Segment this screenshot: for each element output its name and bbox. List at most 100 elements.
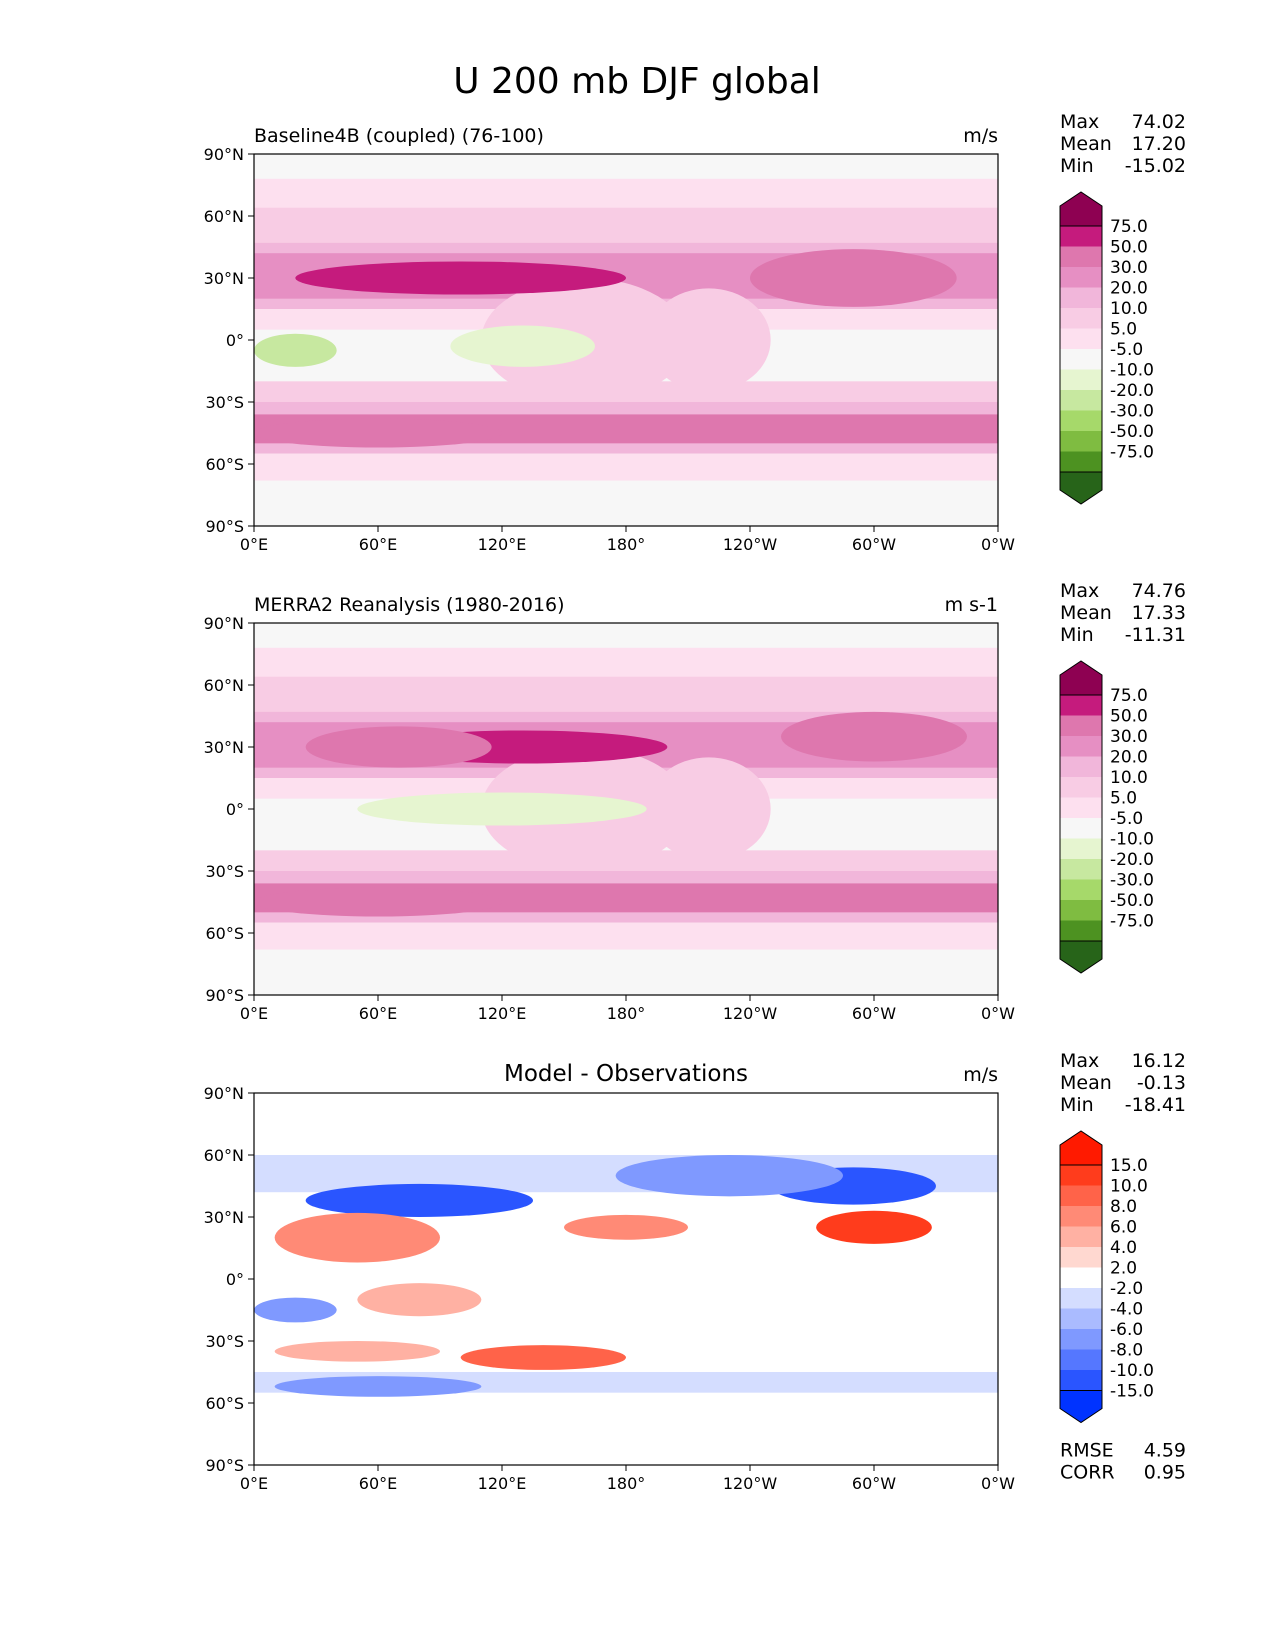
colorbar-label: -75.0 xyxy=(1110,443,1154,463)
y-tick-label: 90°N xyxy=(204,614,244,633)
field-blob xyxy=(646,288,771,392)
colorbar-frame xyxy=(1059,225,1103,473)
colorbar-label: -50.0 xyxy=(1110,422,1154,442)
colorbar-frame xyxy=(1059,694,1103,942)
colorbar-label: 10.0 xyxy=(1110,768,1148,788)
colorbar-label: 15.0 xyxy=(1110,1156,1148,1176)
y-tick-label: 60°S xyxy=(205,455,244,474)
colorbar-label: 50.0 xyxy=(1110,707,1148,727)
colorbar-segment xyxy=(1060,777,1102,798)
colorbar-segment xyxy=(1060,1165,1102,1186)
y-tick-label: 30°N xyxy=(204,738,244,757)
colorbar-label: 30.0 xyxy=(1110,258,1148,278)
colorbar-extend-top xyxy=(1059,660,1103,696)
corr-value: 0.95 xyxy=(1144,1462,1186,1484)
colorbar-extend-top xyxy=(1059,1130,1103,1166)
colorbar-label: -6.0 xyxy=(1110,1320,1143,1340)
rmse-label: RMSE xyxy=(1060,1440,1114,1462)
field-blob xyxy=(295,261,626,295)
colorbar: 15.010.08.06.04.02.0-2.0-4.0-6.0-8.0-10.… xyxy=(1059,1130,1154,1424)
colorbar-segment xyxy=(1060,818,1102,839)
colorbar-label: 20.0 xyxy=(1110,748,1148,768)
colorbar-label: 5.0 xyxy=(1110,789,1137,809)
colorbar-label: 8.0 xyxy=(1110,1197,1137,1217)
colorbar-label: -10.0 xyxy=(1110,830,1154,850)
stat-max-value: 16.12 xyxy=(1132,1050,1186,1072)
colorbar-segment xyxy=(1060,1329,1102,1350)
field-band xyxy=(254,178,998,212)
map-panel: Model - Observations m/s 0°E 60°E 120°E 180° 1… xyxy=(204,1050,1186,1493)
colorbar-segment xyxy=(1060,1185,1102,1206)
x-tick-label: 0°W xyxy=(981,535,1015,554)
colorbar: 75.050.030.020.010.05.0-5.0-10.0-20.0-30… xyxy=(1059,191,1154,505)
y-tick-label: 90°N xyxy=(204,1084,244,1103)
field-blob xyxy=(816,1210,932,1244)
field-blob xyxy=(254,418,502,448)
stat-min-label: Min xyxy=(1060,1094,1094,1116)
field-blob xyxy=(254,1297,337,1323)
field-blob xyxy=(357,792,647,826)
x-tick-label: 120°E xyxy=(478,1474,527,1493)
colorbar-label: 2.0 xyxy=(1110,1259,1137,1279)
colorbar-label: 6.0 xyxy=(1110,1218,1137,1238)
colorbar-segment xyxy=(1060,369,1102,390)
colorbar-extend-bottom xyxy=(1059,940,1103,974)
colorbar-label: -5.0 xyxy=(1110,809,1143,829)
colorbar-segment xyxy=(1060,451,1102,472)
stat-max-label: Max xyxy=(1060,111,1099,133)
stat-max-label: Max xyxy=(1060,1050,1099,1072)
colorbar-label: -8.0 xyxy=(1110,1341,1143,1361)
colorbar-segment xyxy=(1060,1226,1102,1247)
map-field xyxy=(254,154,998,526)
x-tick-label: 60°E xyxy=(359,1004,397,1023)
colorbar-segment xyxy=(1060,349,1102,370)
colorbar-label: -20.0 xyxy=(1110,381,1154,401)
field-blob xyxy=(274,1376,482,1397)
field-blob xyxy=(615,1155,843,1197)
map-field xyxy=(254,623,998,995)
colorbar-segment xyxy=(1060,246,1102,267)
rmse-value: 4.59 xyxy=(1144,1440,1186,1462)
field-background xyxy=(254,1093,998,1465)
x-tick-label: 180° xyxy=(607,535,646,554)
units-label: m/s xyxy=(963,125,998,147)
y-tick-label: 0° xyxy=(226,800,244,819)
field-blob xyxy=(274,1341,440,1362)
colorbar-segment xyxy=(1060,431,1102,452)
map-panel: MERRA2 Reanalysis (1980-2016) m s-1 0°E 60°… xyxy=(204,580,1186,1023)
y-tick-label: 60°N xyxy=(204,207,244,226)
colorbar-segment xyxy=(1060,715,1102,736)
y-tick-label: 90°S xyxy=(205,986,244,1005)
colorbar-label: -5.0 xyxy=(1110,340,1143,360)
colorbar-frame xyxy=(1059,1164,1103,1391)
stat-min-value: -15.02 xyxy=(1125,155,1186,177)
x-tick-label: 180° xyxy=(607,1474,646,1493)
field-blob xyxy=(781,711,967,762)
y-tick-label: 90°S xyxy=(205,517,244,536)
x-tick-label: 120°W xyxy=(723,535,778,554)
colorbar-segment xyxy=(1060,695,1102,716)
field-band xyxy=(254,676,998,716)
field-blob xyxy=(646,757,771,861)
colorbar-segment xyxy=(1060,328,1102,349)
x-tick-label: 60°W xyxy=(852,535,896,554)
stat-min-value: -11.31 xyxy=(1125,624,1186,646)
field-blob xyxy=(254,333,337,367)
colorbar-label: -10.0 xyxy=(1110,1361,1154,1381)
panel-title: Model - Observations xyxy=(504,1061,748,1087)
field-blob xyxy=(750,249,957,307)
map-field xyxy=(254,1093,998,1465)
colorbar-label: -4.0 xyxy=(1110,1300,1143,1320)
y-tick-label: 0° xyxy=(226,1270,244,1289)
colorbar-segment xyxy=(1060,1288,1102,1309)
colorbar-label: -20.0 xyxy=(1110,850,1154,870)
stat-max-value: 74.76 xyxy=(1132,580,1186,602)
colorbar-label: 10.0 xyxy=(1110,299,1148,319)
colorbar-label: 30.0 xyxy=(1110,727,1148,747)
x-tick-label: 0°E xyxy=(240,1474,268,1493)
stat-mean-value: 17.33 xyxy=(1132,602,1186,624)
colorbar-extend-bottom xyxy=(1059,471,1103,505)
x-tick-label: 0°W xyxy=(981,1004,1015,1023)
colorbar-segment xyxy=(1060,1206,1102,1227)
